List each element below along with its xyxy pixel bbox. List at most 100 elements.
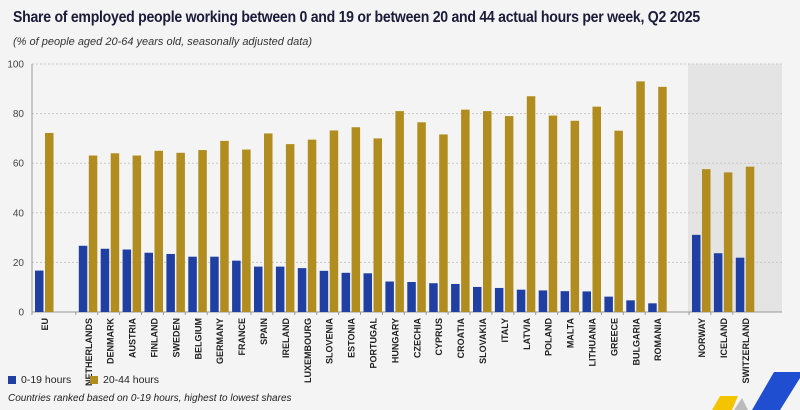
- bar-0-19-bulgaria: [626, 300, 635, 312]
- bar-20-44-latvia: [526, 96, 536, 313]
- bar-20-44-france: [242, 149, 251, 312]
- chart-title: Share of employed people working between…: [13, 9, 700, 26]
- bar-0-19-switzerland: [735, 257, 745, 312]
- bar-0-19-iceland: [713, 253, 723, 312]
- bar-0-19-austria: [122, 249, 132, 312]
- bar-20-44-estonia: [351, 127, 361, 313]
- bar-20-44-italy: [504, 116, 514, 312]
- bar-0-19-greece: [604, 296, 613, 312]
- y-tick-label: 100: [7, 60, 24, 71]
- y-tick-label: 0: [18, 308, 24, 319]
- bar-20-44-bulgaria: [636, 81, 645, 312]
- y-tick-label: 60: [13, 159, 25, 170]
- bar-20-44-spain: [264, 133, 273, 312]
- bar-20-44-slovenia: [329, 130, 339, 312]
- bar-0-19-eu: [35, 270, 44, 312]
- bar-20-44-iceland: [723, 172, 733, 312]
- bar-20-44-netherlands: [88, 155, 98, 312]
- x-tick-label: IRELAND: [281, 318, 291, 358]
- bar-20-44-malta: [570, 120, 580, 313]
- bar-0-19-hungary: [385, 281, 394, 312]
- bar-0-19-norway: [692, 234, 701, 312]
- legend-item-0-19: 0-19 hours: [8, 374, 71, 386]
- x-tick-label: NETHERLANDS: [84, 318, 94, 386]
- legend-label: 20-44 hours: [103, 374, 160, 386]
- bar-20-44-greece: [614, 130, 623, 312]
- x-tick-label: GREECE: [609, 318, 619, 356]
- x-tick-label: SPAIN: [259, 318, 269, 345]
- bar-20-44-portugal: [373, 138, 382, 312]
- bar-20-44-czechia: [417, 122, 426, 312]
- bar-0-19-spain: [254, 266, 263, 312]
- bar-0-19-netherlands: [78, 245, 88, 312]
- bar-20-44-cyprus: [439, 134, 448, 312]
- bar-20-44-denmark: [110, 153, 120, 312]
- bar-20-44-croatia: [461, 109, 470, 312]
- x-tick-label: MALTA: [566, 318, 576, 349]
- x-tick-label: SWITZERLAND: [741, 318, 751, 384]
- bar-0-19-luxembourg: [297, 268, 307, 312]
- x-tick-label: LUXEMBOURG: [303, 318, 313, 383]
- x-tick-label: BELGIUM: [193, 318, 203, 360]
- x-tick-label: EU: [40, 318, 50, 331]
- y-tick-label: 40: [13, 208, 25, 219]
- bar-0-19-croatia: [451, 283, 460, 312]
- x-tick-label: ITALY: [500, 318, 510, 343]
- x-tick-label: CROATIA: [456, 318, 466, 359]
- x-tick-label: PORTUGAL: [369, 318, 379, 369]
- bar-20-44-belgium: [198, 150, 207, 312]
- bar-20-44-germany: [220, 140, 229, 312]
- bar-20-44-poland: [548, 115, 558, 312]
- legend-label: 0-19 hours: [21, 374, 72, 386]
- x-tick-label: SLOVAKIA: [478, 318, 488, 364]
- bar-0-19-italy: [494, 287, 504, 312]
- x-tick-label: CYPRUS: [434, 318, 444, 356]
- x-tick-label: FINLAND: [150, 318, 160, 358]
- x-tick-label: LITHUANIA: [588, 318, 598, 367]
- x-tick-label: ESTONIA: [347, 318, 357, 358]
- bar-0-19-ireland: [275, 266, 285, 312]
- legend-item-20-44: 20-44 hours: [90, 374, 159, 386]
- footnote: Countries ranked based on 0-19 hours, hi…: [8, 393, 292, 404]
- bar-0-19-latvia: [516, 289, 526, 312]
- bar-0-19-lithuania: [582, 291, 591, 312]
- x-tick-label: GERMANY: [215, 318, 225, 364]
- x-tick-label: SLOVENIA: [325, 318, 335, 365]
- bar-0-19-germany: [210, 256, 219, 312]
- x-tick-label: FRANCE: [237, 318, 247, 356]
- bar-20-44-switzerland: [745, 166, 755, 312]
- x-tick-label: HUNGARY: [390, 318, 400, 363]
- x-tick-label: CZECHIA: [412, 318, 422, 358]
- bar-0-19-denmark: [100, 248, 110, 312]
- bar-20-44-sweden: [176, 152, 185, 312]
- x-tick-label: BULGARIA: [631, 318, 641, 366]
- x-tick-label: POLAND: [544, 318, 554, 357]
- bar-20-44-norway: [702, 169, 711, 312]
- bar-20-44-ireland: [285, 144, 295, 312]
- x-tick-label: DENMARK: [106, 318, 116, 364]
- bar-20-44-luxembourg: [307, 139, 317, 312]
- bar-0-19-belgium: [188, 256, 197, 312]
- bar-0-19-poland: [538, 290, 548, 312]
- bar-20-44-hungary: [395, 111, 404, 313]
- bar-20-44-romania: [658, 86, 667, 312]
- legend-swatch-blue: [8, 376, 16, 384]
- bar-0-19-sweden: [166, 253, 175, 312]
- bar-0-19-slovenia: [319, 270, 329, 312]
- bar-20-44-austria: [132, 155, 142, 312]
- y-tick-label: 80: [13, 109, 25, 120]
- bar-0-19-portugal: [363, 273, 372, 312]
- x-tick-label: ROMANIA: [653, 318, 663, 361]
- legend-swatch-gold: [90, 376, 98, 384]
- bar-20-44-eu: [45, 132, 54, 312]
- bar-20-44-finland: [154, 150, 163, 312]
- bar-20-44-slovakia: [483, 111, 492, 313]
- x-tick-label: AUSTRIA: [128, 318, 138, 358]
- chart-subtitle: (% of people aged 20-64 years old, seaso…: [13, 36, 313, 48]
- x-tick-label: LATVIA: [522, 318, 532, 350]
- bar-0-19-romania: [648, 303, 657, 312]
- x-tick-label: SWEDEN: [171, 318, 181, 358]
- bar-0-19-estonia: [341, 272, 351, 312]
